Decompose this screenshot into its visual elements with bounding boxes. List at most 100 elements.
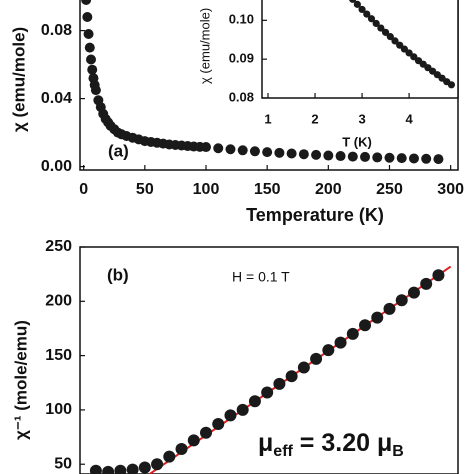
data-point	[83, 29, 94, 39]
data-point	[396, 153, 407, 164]
y-axis-title: χ⁻¹ (mole/emu)	[11, 320, 30, 440]
panel-label: (b)	[107, 265, 129, 284]
inset-y-title: χ (emu/mole)	[197, 8, 212, 84]
x-tick-label: 2	[311, 111, 318, 126]
data-point	[236, 403, 249, 416]
y-tick-label: 0.08	[229, 89, 254, 104]
data-point	[151, 458, 164, 471]
result-part: eff	[273, 443, 293, 460]
x-tick-label: 1	[264, 111, 271, 126]
data-point	[261, 386, 274, 399]
data-point	[322, 344, 335, 357]
x-tick-label: 100	[193, 181, 220, 198]
y-tick-label: 0.10	[229, 12, 254, 27]
data-point	[285, 370, 298, 383]
data-point	[225, 144, 236, 155]
data-point	[349, 0, 357, 3]
data-point	[311, 149, 322, 160]
x-tick-label: 4	[405, 111, 413, 126]
data-point	[391, 37, 399, 45]
data-point	[408, 153, 419, 164]
data-point	[433, 154, 444, 165]
data-point	[359, 319, 372, 332]
data-point	[447, 81, 456, 89]
data-point	[310, 352, 323, 365]
data-point	[82, 12, 93, 22]
data-point	[237, 145, 248, 156]
data-point	[84, 42, 95, 53]
x-axis-title: Temperature (K)	[246, 205, 384, 225]
y-tick-label: 50	[54, 455, 72, 472]
data-point	[212, 418, 225, 431]
y-tick-label: 0.00	[41, 158, 72, 175]
result-part: = 3.20 μ	[293, 429, 392, 457]
data-point	[248, 395, 261, 408]
data-point	[81, 0, 92, 5]
data-point	[407, 286, 420, 299]
data-point	[386, 33, 394, 41]
data-point	[102, 465, 115, 474]
data-point	[201, 142, 211, 153]
result-annotation: μeff = 3.20 μB	[258, 429, 404, 461]
data-point	[353, 0, 361, 8]
data-point	[297, 361, 310, 374]
y-tick-label: 0.08	[41, 22, 72, 39]
data-point	[432, 269, 445, 282]
data-point	[372, 152, 383, 163]
data-point	[347, 151, 358, 162]
x-tick-label: 250	[376, 181, 403, 198]
data-point	[273, 377, 286, 390]
data-point	[89, 464, 102, 474]
annotation: H = 0.1 T	[232, 269, 290, 285]
data-point	[384, 152, 395, 163]
data-point	[286, 148, 297, 159]
x-tick-label: 150	[254, 181, 281, 198]
y-tick-label: 100	[45, 401, 72, 418]
y-axis-title: χ (emu/mole)	[9, 27, 28, 132]
data-point	[138, 461, 151, 474]
data-point	[163, 450, 176, 463]
data-point	[360, 151, 371, 162]
x-tick-label: 300	[437, 181, 464, 198]
data-point	[90, 85, 101, 96]
data-point	[86, 54, 97, 65]
data-point	[114, 464, 127, 474]
data-point	[298, 149, 309, 160]
x-tick-label: 50	[136, 181, 154, 198]
x-tick-label: 0	[79, 181, 88, 198]
data-point	[363, 10, 371, 18]
data-point	[274, 147, 285, 158]
y-tick-label: 0.04	[41, 90, 72, 107]
data-point	[372, 19, 380, 28]
y-tick-label: 200	[45, 293, 72, 310]
y-tick-label: 250	[45, 238, 72, 255]
data-point	[224, 409, 237, 422]
data-point	[334, 336, 347, 349]
data-point	[87, 64, 98, 75]
data-point	[367, 15, 376, 23]
data-point	[377, 24, 385, 32]
data-point	[262, 147, 273, 158]
data-point	[346, 327, 359, 340]
result-part: μ	[258, 429, 273, 457]
data-point	[358, 5, 366, 14]
panel-label: (a)	[108, 141, 129, 160]
data-point	[126, 463, 139, 474]
data-point	[213, 143, 224, 154]
x-tick-label: 200	[315, 181, 342, 198]
y-tick-label: 150	[45, 347, 72, 364]
data-point	[381, 28, 390, 36]
data-point	[200, 426, 212, 439]
data-point	[187, 434, 200, 447]
data-point	[335, 151, 346, 162]
data-point	[323, 150, 334, 161]
data-point	[175, 443, 188, 456]
x-tick-label: 3	[358, 111, 365, 126]
data-point	[421, 153, 432, 164]
data-point	[420, 277, 433, 290]
inset-x-title: T (K)	[342, 134, 372, 149]
data-point	[395, 294, 408, 307]
plot-frame	[79, 246, 459, 474]
y-tick-label: 0.09	[229, 51, 254, 66]
